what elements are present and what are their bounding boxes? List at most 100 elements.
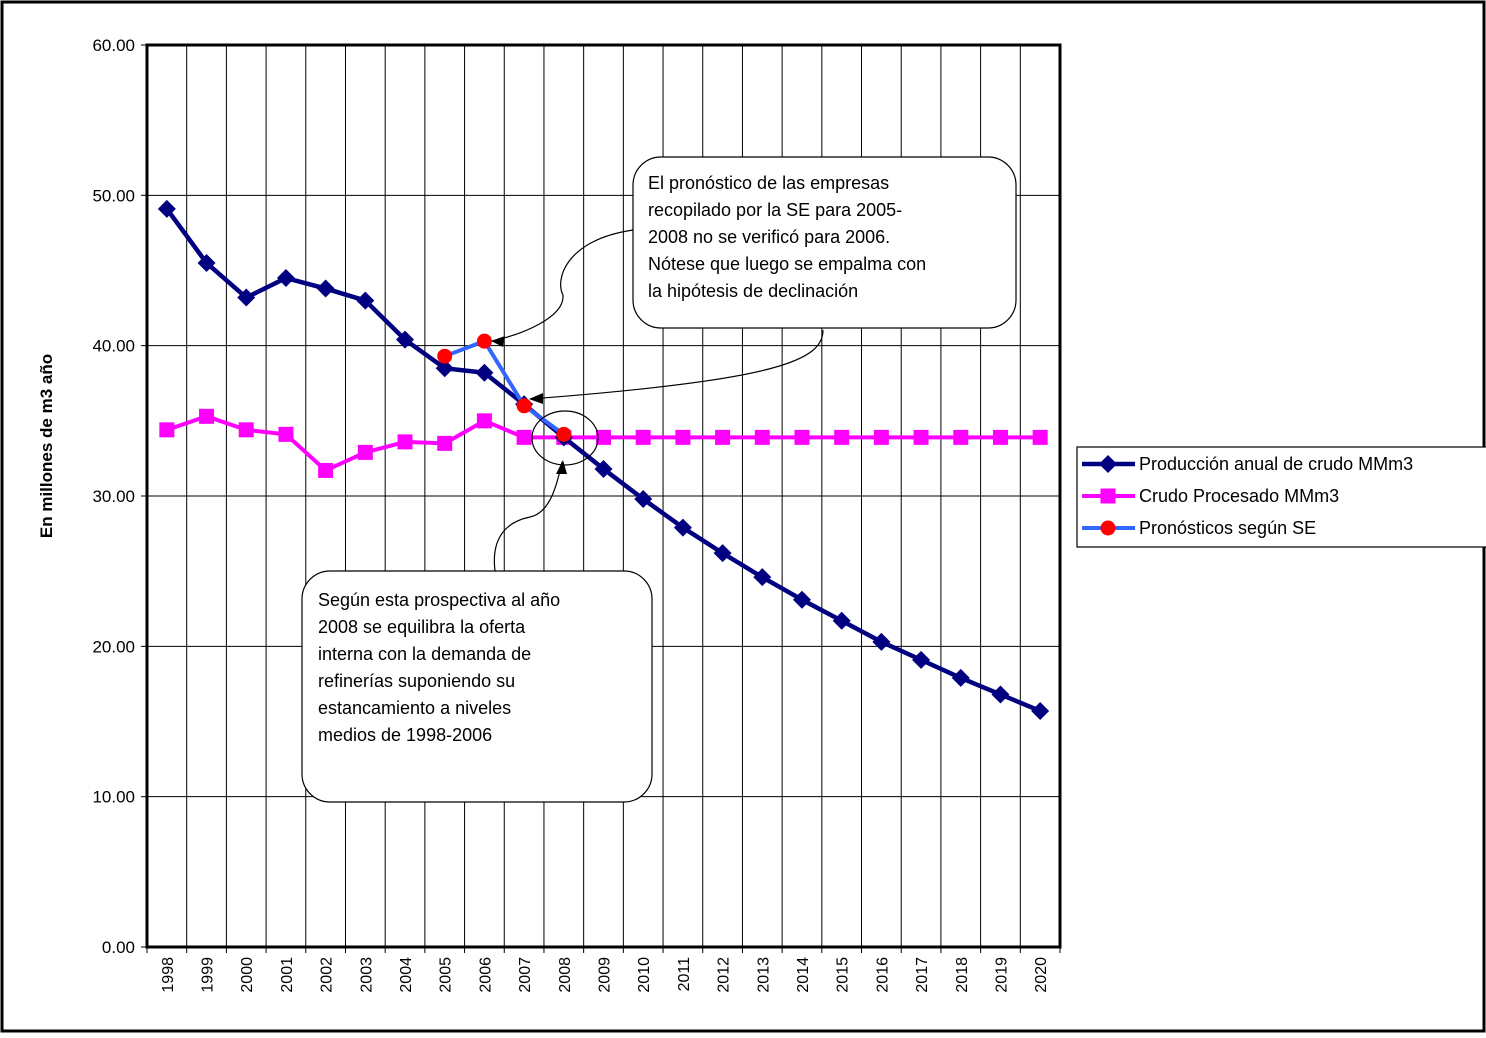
series-production-point <box>316 279 335 298</box>
x-tick-label: 2011 <box>676 957 693 992</box>
y-tick-label: 0.00 <box>102 938 135 957</box>
series-forecast-point <box>437 348 453 364</box>
series-processed-point <box>992 429 1008 445</box>
connector-forecast-2006 <box>491 229 634 342</box>
series-production-point <box>832 611 851 630</box>
y-tick-label: 10.00 <box>92 788 135 807</box>
annotation-balance-text-line: medios de 1998-2006 <box>318 725 492 745</box>
x-tick-label: 2008 <box>557 957 574 993</box>
series-forecast <box>437 333 572 442</box>
series-processed-point <box>238 422 254 438</box>
annotation-balance-text-line: Según esta prospectiva al año <box>318 590 560 610</box>
x-tick-label: 2006 <box>477 957 494 993</box>
series-processed-point <box>476 413 492 429</box>
x-tick-label: 2010 <box>636 957 653 993</box>
annotation-forecast-text-line: recopilado por la SE para 2005- <box>648 200 902 220</box>
x-tick-label: 2000 <box>239 957 256 993</box>
series-processed-point <box>675 429 691 445</box>
annotation-balance-text-line: 2008 se equilibra la oferta <box>318 617 526 637</box>
series-forecast-point <box>516 398 532 414</box>
series-forecast-line <box>444 339 565 436</box>
connector-balance-2008 <box>493 461 563 572</box>
x-tick-label: 2007 <box>517 957 534 993</box>
legend-marker <box>1099 455 1117 473</box>
series-processed-point <box>159 422 175 438</box>
arrowhead-2006 <box>491 336 505 347</box>
series-processed-point <box>278 426 294 442</box>
annotation-balance-text-line: refinerías suponiendo su <box>318 671 515 691</box>
annotation-forecast-text-line: El pronóstico de las empresas <box>648 173 889 193</box>
series-production-point <box>713 544 732 563</box>
legend-label: Pronósticos según SE <box>1139 518 1316 538</box>
legend-marker <box>1100 520 1116 536</box>
series-forecast-point <box>476 333 492 349</box>
x-tick-label: 2014 <box>795 957 812 993</box>
series-production-point <box>396 330 415 349</box>
series-production-point <box>673 518 692 537</box>
series-production-point <box>435 359 454 378</box>
arrowhead-2008 <box>556 460 567 474</box>
series-processed-point <box>596 429 611 445</box>
series-processed-point <box>794 429 810 445</box>
annotation-balance: Según esta prospectiva al año 2008 se equ… <box>301 570 653 803</box>
series-production-point <box>475 363 494 382</box>
series-processed-point <box>913 429 929 445</box>
annotation-balance-box <box>301 570 653 803</box>
x-tick-label: 2020 <box>1033 957 1050 993</box>
series-production-point <box>237 288 256 307</box>
series-production-point <box>594 459 613 478</box>
series-processed-point <box>318 462 334 478</box>
x-tick-label: 1998 <box>160 957 177 993</box>
legend: Producción anual de crudo MMm3 Crudo Proc… <box>1076 446 1486 548</box>
annotation-balance-text-line: interna con la demanda de <box>318 644 531 664</box>
series-production-point <box>1031 701 1050 720</box>
x-tick-label: 2018 <box>954 957 971 993</box>
x-tick-label: 2005 <box>438 957 455 993</box>
x-tick-label: 2019 <box>993 957 1010 993</box>
annotation-forecast-text-line: Nótese que luego se empalma con <box>648 254 926 274</box>
x-tick-label: 2016 <box>874 957 891 993</box>
series-processed-point <box>357 444 373 460</box>
x-tick-label: 2003 <box>358 957 375 993</box>
x-tick-label: 2015 <box>835 957 852 993</box>
series-production-point <box>634 490 653 509</box>
series-processed-point <box>1032 429 1048 445</box>
series-processed-point <box>199 408 215 424</box>
series-processed <box>159 408 1048 478</box>
y-tick-label: 20.00 <box>92 637 135 656</box>
x-tick-label: 2009 <box>597 957 614 993</box>
series-processed-point <box>397 434 413 450</box>
legend-marker <box>1100 488 1116 504</box>
series-processed-point <box>715 429 731 445</box>
annotation-forecast-text-line: la hipótesis de declinación <box>648 281 858 301</box>
annotations: El pronóstico de las empresas recopilado … <box>301 156 1017 803</box>
x-tick-label: 2012 <box>716 957 733 993</box>
legend-item: Crudo Procesado MMm3 <box>1082 486 1339 506</box>
series-processed-point <box>516 429 532 445</box>
legend-label: Crudo Procesado MMm3 <box>1139 486 1339 506</box>
series-processed-point <box>754 429 770 445</box>
arrowhead-2007 <box>529 393 543 404</box>
x-tick-label: 2002 <box>319 957 336 993</box>
series-production-point <box>157 199 176 218</box>
series-processed-point <box>834 429 850 445</box>
connector-forecast-2007 <box>529 329 824 400</box>
legend-item: Producción anual de crudo MMm3 <box>1082 454 1413 474</box>
series-production-point <box>197 253 216 272</box>
series-processed-point <box>437 435 453 451</box>
x-tick-label: 2004 <box>398 957 415 993</box>
legend-label: Producción anual de crudo MMm3 <box>1139 454 1413 474</box>
series-production-point <box>792 590 811 609</box>
series-processed-point <box>873 429 889 445</box>
series-processed-point <box>635 429 651 445</box>
y-tick-label: 50.00 <box>92 186 135 205</box>
series-production-point <box>872 632 891 651</box>
highlight-ellipse <box>531 410 599 466</box>
series-production-point <box>356 291 375 310</box>
series-production-point <box>951 668 970 687</box>
series-processed-point <box>953 429 969 445</box>
series-production-point <box>912 650 931 669</box>
plot-border <box>145 43 1062 949</box>
